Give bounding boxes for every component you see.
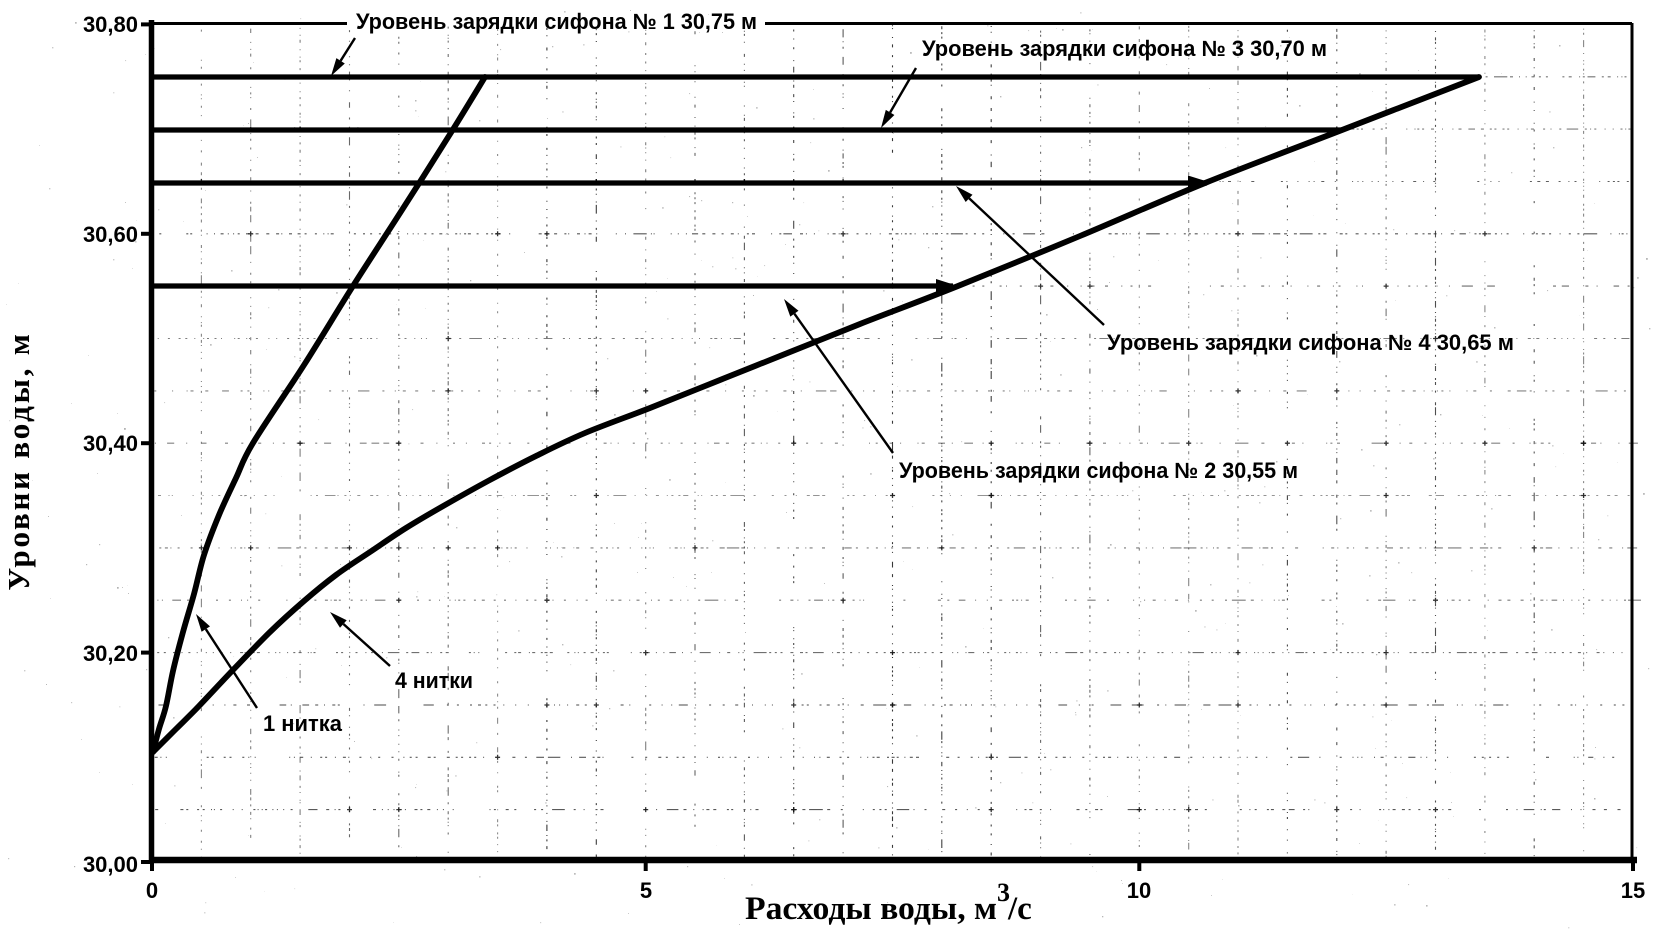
svg-text:Уровни воды, м: Уровни воды, м: [1, 331, 36, 590]
svg-text:/с: /с: [1007, 891, 1032, 927]
svg-text:30,20: 30,20: [83, 641, 138, 666]
svg-text:10: 10: [1127, 878, 1151, 903]
svg-text:30,40: 30,40: [83, 431, 138, 456]
svg-text:15: 15: [1621, 878, 1645, 903]
svg-text:4 нитки: 4 нитки: [395, 668, 473, 693]
svg-text:3: 3: [997, 878, 1010, 907]
svg-text:Расходы воды, м: Расходы воды, м: [745, 891, 997, 927]
svg-text:30,00: 30,00: [83, 852, 138, 877]
svg-text:Уровень зарядки сифона № 4 30,: Уровень зарядки сифона № 4 30,65 м: [1107, 330, 1514, 355]
svg-text:Уровень зарядки сифона № 3 30,: Уровень зарядки сифона № 3 30,70 м: [922, 36, 1327, 61]
svg-text:1 нитка: 1 нитка: [263, 711, 343, 736]
svg-text:30,80: 30,80: [83, 12, 138, 37]
svg-text:Уровень зарядки сифона № 1 30,: Уровень зарядки сифона № 1 30,75 м: [356, 9, 757, 34]
svg-text:5: 5: [640, 878, 652, 903]
svg-text:Уровень зарядки сифона № 2 30,: Уровень зарядки сифона № 2 30,55 м: [899, 458, 1298, 483]
svg-text:30,60: 30,60: [83, 222, 138, 247]
svg-text:0: 0: [146, 878, 158, 903]
